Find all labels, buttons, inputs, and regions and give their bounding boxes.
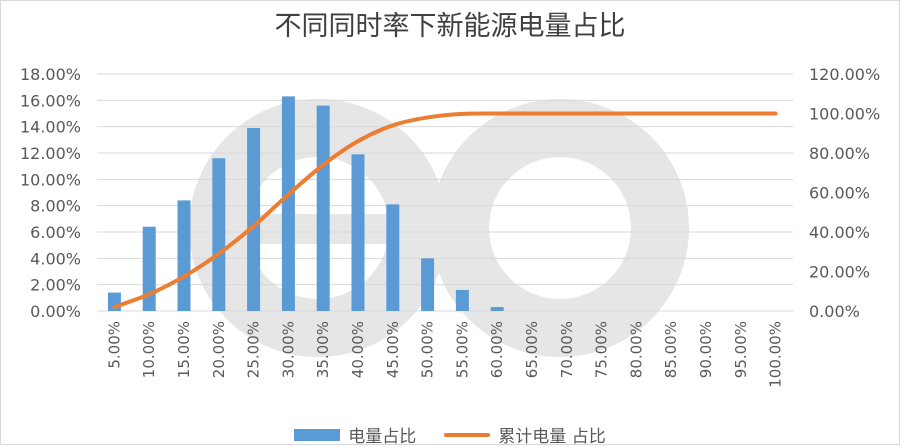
bar — [490, 307, 504, 311]
x-tick-label: 65.00% — [523, 321, 541, 378]
bar — [142, 226, 156, 311]
line-series — [112, 111, 778, 310]
legend-label-bar: 电量占比 — [348, 427, 417, 447]
legend-swatch-bar — [294, 428, 341, 441]
x-tick-label: 10.00% — [140, 321, 158, 378]
x-tick-label: 30.00% — [279, 321, 297, 378]
bar — [281, 96, 295, 311]
left-tick-label: 4.00% — [30, 249, 81, 268]
left-tick-label: 12.00% — [20, 144, 81, 163]
x-tick-label: 70.00% — [558, 321, 576, 378]
legend-swatch-line — [444, 432, 491, 437]
right-tick-label: 20.00% — [809, 263, 870, 282]
right-axis-ticks: 0.00% 20.00% 40.00% 60.00% 80.00% 100.00% 120.… — [809, 65, 880, 321]
right-tick-label: 0.00% — [809, 302, 860, 321]
bar — [386, 204, 400, 311]
right-tick-label: 100.00% — [809, 105, 880, 124]
x-tick-label: 25.00% — [245, 321, 263, 378]
x-tick-label: 5.00% — [105, 321, 123, 369]
x-tick-label: 35.00% — [314, 321, 332, 378]
right-tick-label: 40.00% — [809, 223, 870, 242]
x-tick-label: 85.00% — [662, 321, 680, 378]
x-tick-label: 55.00% — [453, 321, 471, 378]
x-axis-ticks: 5.00% 10.00% 15.00% 20.00% 25.00% 30.00% 35.00… — [105, 321, 784, 388]
cumulative-line — [112, 111, 778, 310]
bar — [247, 127, 261, 311]
x-tick-label: 100.00% — [767, 321, 785, 388]
right-tick-label: 80.00% — [809, 144, 870, 163]
x-tick-label: 80.00% — [627, 321, 645, 378]
bar — [316, 105, 330, 311]
x-tick-label: 60.00% — [488, 321, 506, 378]
left-tick-label: 2.00% — [30, 276, 81, 295]
left-tick-label: 6.00% — [30, 223, 81, 242]
x-tick-label: 40.00% — [349, 321, 367, 378]
chart-title: 不同同时率下新能源电量占比 — [274, 11, 626, 42]
x-tick-label: 75.00% — [593, 321, 611, 378]
x-tick-label: 50.00% — [419, 321, 437, 378]
x-tick-label: 15.00% — [175, 321, 193, 378]
legend-label-line: 累计电量 占比 — [498, 427, 606, 447]
legend-item-line: 累计电量 占比 — [444, 422, 606, 447]
left-tick-label: 0.00% — [30, 302, 81, 321]
left-tick-label: 14.00% — [20, 118, 81, 137]
x-tick-label: 95.00% — [732, 321, 750, 378]
left-tick-label: 10.00% — [20, 170, 81, 189]
left-tick-label: 8.00% — [30, 197, 81, 216]
left-tick-label: 18.00% — [20, 65, 81, 84]
left-tick-label: 16.00% — [20, 91, 81, 110]
right-tick-label: 60.00% — [809, 184, 870, 203]
legend-item-bar: 电量占比 — [294, 422, 416, 447]
bar — [421, 258, 435, 311]
left-axis-ticks: 0.00% 2.00% 4.00% 6.00% 8.00% 10.00% 12.00% 14.… — [20, 65, 81, 321]
x-tick-label: 45.00% — [384, 321, 402, 378]
bar — [351, 154, 365, 311]
bar — [177, 200, 191, 311]
bar — [212, 158, 226, 311]
x-tick-label: 20.00% — [210, 321, 228, 378]
bar — [455, 289, 469, 311]
bar-series — [107, 96, 504, 311]
x-tick-label: 90.00% — [697, 321, 715, 378]
right-tick-label: 120.00% — [809, 65, 880, 84]
legend: 电量占比 累计电量 占比 — [0, 422, 900, 447]
